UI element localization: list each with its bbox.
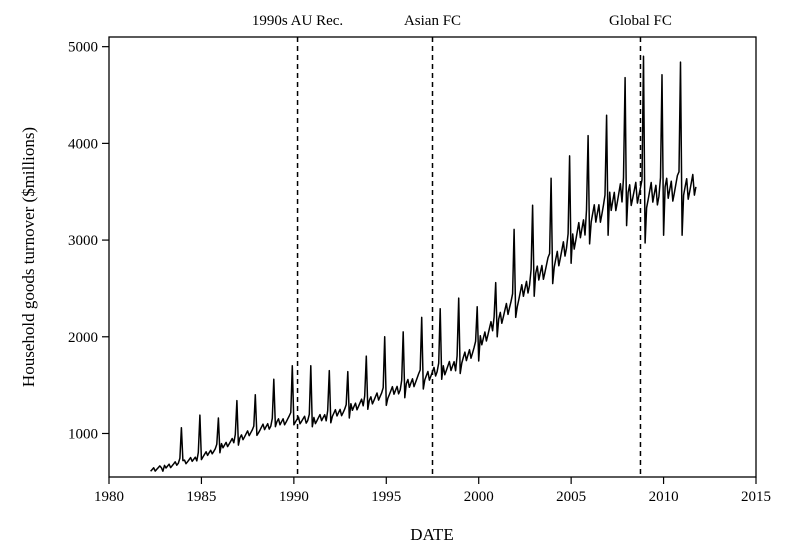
x-axis-label: DATE bbox=[410, 525, 453, 544]
y-tick-label: 3000 bbox=[68, 233, 98, 249]
x-tick-label: 2010 bbox=[649, 489, 679, 505]
event-lines: 1990s AU Rec. Asian FC Global FC bbox=[252, 13, 672, 477]
event-label: Asian FC bbox=[404, 13, 461, 29]
y-axis-ticks: 1000 2000 3000 4000 5000 bbox=[68, 40, 109, 442]
x-tick-label: 2000 bbox=[464, 489, 494, 505]
y-tick-label: 5000 bbox=[68, 40, 98, 56]
event-label: Global FC bbox=[609, 13, 672, 29]
x-tick-label: 1985 bbox=[186, 489, 216, 505]
x-tick-label: 2005 bbox=[556, 489, 586, 505]
x-axis-ticks: 1980 1985 1990 1995 2000 2005 2010 2015 bbox=[94, 477, 771, 505]
series-line bbox=[150, 55, 697, 472]
x-tick-label: 1990 bbox=[279, 489, 309, 505]
x-tick-label: 1980 bbox=[94, 489, 124, 505]
y-tick-label: 4000 bbox=[68, 136, 98, 152]
y-tick-label: 2000 bbox=[68, 330, 98, 346]
y-tick-label: 1000 bbox=[68, 426, 98, 442]
x-tick-label: 1995 bbox=[371, 489, 401, 505]
event-label: 1990s AU Rec. bbox=[252, 13, 343, 29]
y-axis-label: Household goods turnover ($millions) bbox=[19, 127, 38, 387]
x-tick-label: 2015 bbox=[741, 489, 771, 505]
